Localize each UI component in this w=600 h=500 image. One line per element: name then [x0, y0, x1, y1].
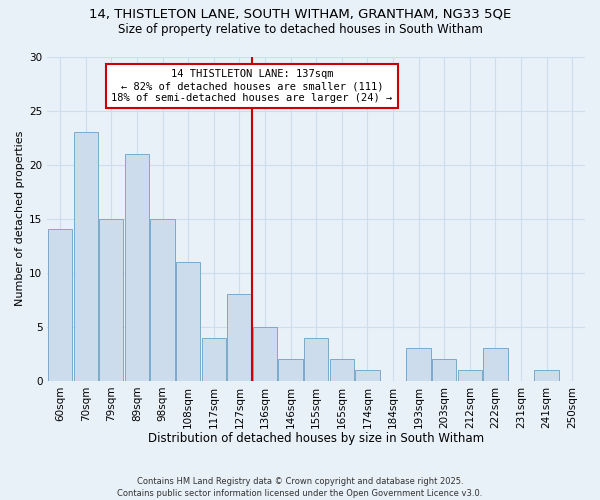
Bar [355, 370, 380, 381]
Bar [535, 370, 559, 381]
Bar [406, 348, 431, 381]
Text: Size of property relative to detached houses in South Witham: Size of property relative to detached ho… [118, 22, 482, 36]
Bar [48, 230, 72, 381]
Bar [74, 132, 98, 381]
Text: 14, THISTLETON LANE, SOUTH WITHAM, GRANTHAM, NG33 5QE: 14, THISTLETON LANE, SOUTH WITHAM, GRANT… [89, 8, 511, 20]
Text: Contains HM Land Registry data © Crown copyright and database right 2025.
Contai: Contains HM Land Registry data © Crown c… [118, 476, 482, 498]
Bar [278, 359, 302, 381]
Bar [202, 338, 226, 381]
Y-axis label: Number of detached properties: Number of detached properties [15, 131, 25, 306]
X-axis label: Distribution of detached houses by size in South Witham: Distribution of detached houses by size … [148, 432, 484, 445]
Text: 14 THISTLETON LANE: 137sqm
← 82% of detached houses are smaller (111)
18% of sem: 14 THISTLETON LANE: 137sqm ← 82% of deta… [112, 70, 393, 102]
Bar [432, 359, 457, 381]
Bar [151, 218, 175, 381]
Bar [176, 262, 200, 381]
Bar [483, 348, 508, 381]
Bar [125, 154, 149, 381]
Bar [253, 327, 277, 381]
Bar [227, 294, 251, 381]
Bar [458, 370, 482, 381]
Bar [329, 359, 354, 381]
Bar [99, 218, 124, 381]
Bar [304, 338, 328, 381]
